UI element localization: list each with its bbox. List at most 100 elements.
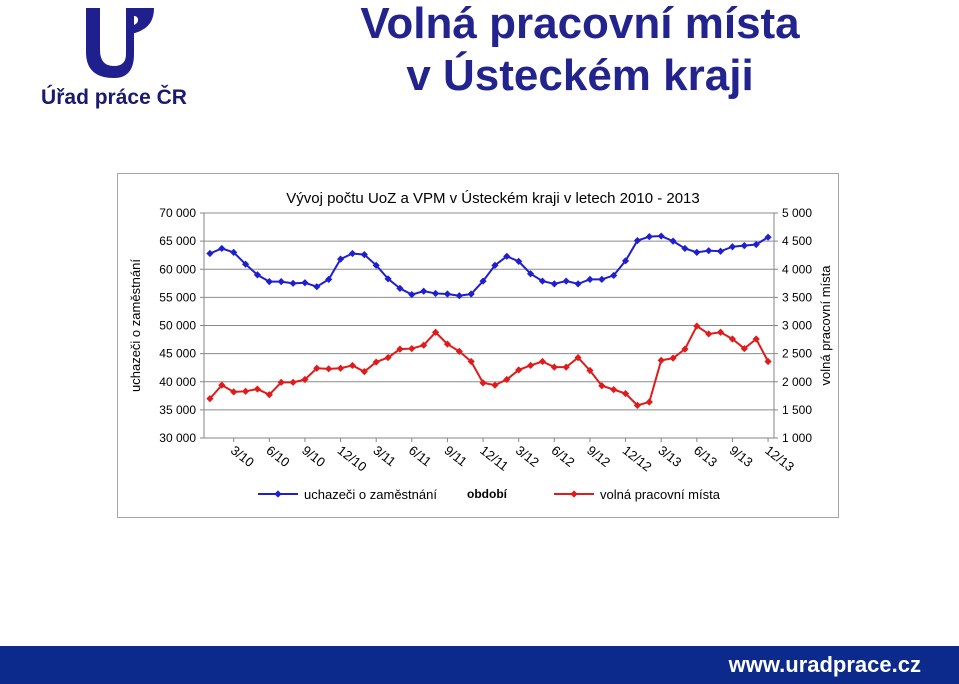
x-tick-label: 6/13	[691, 443, 720, 470]
data-point	[301, 279, 309, 287]
y2-tick-label: 2 000	[782, 375, 812, 389]
y2-tick-label: 1 000	[782, 431, 812, 445]
y-axis-label: uchazeči o zaměstnání	[128, 259, 143, 392]
y-tick-label: 60 000	[159, 262, 196, 276]
data-point	[740, 242, 748, 250]
page-title-line-1: Volná pracovní místa	[360, 0, 800, 48]
data-point	[325, 275, 333, 283]
data-point	[206, 249, 214, 258]
data-point	[503, 375, 511, 384]
logo: Úřad práce ČR	[34, 4, 194, 109]
data-point	[491, 261, 499, 269]
data-point	[467, 290, 475, 298]
data-point	[681, 244, 689, 253]
line-chart: Vývoj počtu UoZ a VPM v Ústeckém kraji v…	[128, 190, 833, 502]
data-point	[598, 382, 606, 390]
data-point	[420, 341, 428, 349]
data-point	[372, 261, 380, 269]
y-tick-label: 55 000	[159, 290, 196, 304]
data-point	[574, 353, 582, 362]
x-tick-label: 3/13	[655, 443, 684, 470]
x-tick-label: 3/10	[228, 443, 257, 470]
y-tick-label: 45 000	[159, 347, 196, 361]
data-point	[633, 401, 642, 409]
data-point	[633, 236, 642, 245]
legend-marker	[570, 490, 578, 498]
data-point	[705, 247, 713, 255]
data-point	[443, 290, 452, 298]
data-point	[669, 354, 677, 362]
x-tick-label: 9/11	[442, 443, 470, 470]
x-tick-label: 3/12	[513, 443, 542, 470]
y-tick-label: 40 000	[159, 375, 196, 389]
data-point	[538, 277, 547, 285]
data-point	[301, 375, 309, 384]
y-tick-label: 65 000	[159, 234, 196, 248]
data-point	[265, 391, 273, 399]
chart-frame: Vývoj počtu UoZ a VPM v Ústeckém kraji v…	[117, 173, 839, 518]
series-line-uchazeci	[209, 235, 769, 297]
data-point	[586, 275, 594, 283]
page-title-line-2: v Ústeckém kraji	[406, 51, 754, 100]
footer-url[interactable]: www.uradprace.cz	[728, 652, 921, 677]
x-tick-label: 6/11	[406, 443, 434, 470]
x-tick-label: 9/10	[299, 443, 328, 470]
data-point	[289, 279, 297, 287]
y2-tick-label: 2 500	[782, 347, 812, 361]
data-point	[645, 398, 653, 406]
data-point	[503, 252, 511, 260]
data-point	[253, 385, 262, 393]
urad-prace-logo-icon	[86, 8, 154, 78]
data-point	[360, 251, 368, 259]
data-point	[408, 290, 416, 299]
y-tick-label: 70 000	[159, 206, 196, 220]
data-point	[218, 244, 226, 253]
data-point	[491, 381, 499, 389]
x-tick-label: 12/12	[620, 443, 655, 475]
legend-marker	[274, 490, 282, 498]
y2-tick-label: 1 500	[782, 403, 812, 417]
legend-label: volná pracovní místa	[600, 487, 721, 502]
data-point	[348, 361, 357, 370]
x-tick-label: 6/10	[263, 443, 292, 470]
data-point	[550, 363, 558, 371]
y2-axis-label: volná pracovní místa	[818, 265, 833, 386]
y2-tick-label: 3 000	[782, 319, 812, 333]
data-point	[277, 278, 285, 286]
data-point	[598, 275, 606, 283]
data-point	[728, 335, 737, 343]
data-point	[467, 357, 475, 366]
data-point	[610, 386, 618, 394]
data-point	[752, 240, 760, 249]
y2-tick-label: 4 500	[782, 234, 812, 248]
data-point	[336, 255, 345, 263]
data-point	[716, 328, 725, 336]
y2-tick-label: 5 000	[782, 206, 812, 220]
data-point	[443, 340, 452, 348]
data-point	[289, 378, 297, 386]
data-point	[253, 271, 262, 279]
data-point	[360, 368, 368, 376]
data-point	[728, 243, 737, 251]
data-point	[693, 322, 701, 330]
y-tick-label: 30 000	[159, 431, 196, 445]
data-point	[526, 361, 535, 370]
footer-bar: www.uradprace.cz	[0, 646, 959, 684]
x-tick-label: 9/12	[584, 443, 613, 470]
data-point	[562, 363, 570, 371]
data-point	[586, 366, 594, 375]
data-point	[325, 365, 333, 373]
data-point	[384, 275, 392, 283]
data-point	[681, 345, 689, 353]
data-point	[526, 270, 535, 278]
data-point	[752, 335, 760, 343]
x-tick-label: 12/11	[477, 443, 511, 474]
data-point	[396, 284, 404, 292]
data-point	[396, 345, 404, 353]
data-point	[562, 277, 570, 285]
x-tick-label: 12/10	[335, 443, 370, 475]
chart-title: Vývoj počtu UoZ a VPM v Ústeckém kraji v…	[286, 190, 700, 207]
data-point	[313, 364, 321, 372]
x-tick-label: 12/13	[762, 443, 797, 475]
data-point	[241, 387, 250, 395]
